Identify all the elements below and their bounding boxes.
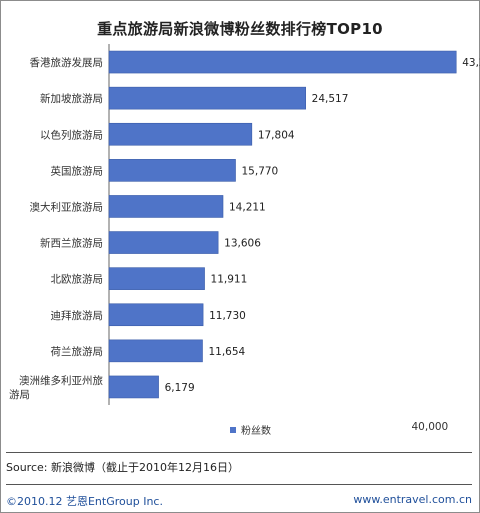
value-label: 24,517 — [312, 93, 349, 105]
bar — [108, 195, 224, 218]
category-label: 新加坡旅游局 — [40, 92, 103, 105]
category-label: 以色列旅游局 — [40, 128, 103, 141]
category-label: 迪拜旅游局 — [51, 309, 104, 322]
value-label: 17,804 — [258, 129, 295, 141]
bar — [108, 303, 204, 327]
bar — [108, 159, 236, 182]
value-label: 43,283 — [462, 57, 480, 69]
copyright: ©2010.12 艺恩EntGroup Inc. — [6, 495, 163, 508]
value-label: 11,654 — [208, 346, 245, 358]
bar — [108, 122, 253, 146]
value-label: 11,911 — [211, 274, 248, 286]
divider-top — [6, 452, 472, 453]
category-label: 游局 — [9, 388, 30, 401]
category-label: 澳洲维多利亚州旅 — [19, 374, 103, 387]
legend-label: 粉丝数 — [241, 426, 271, 437]
bar — [108, 375, 159, 399]
bar — [108, 339, 203, 363]
bar — [108, 50, 457, 74]
category-label: 新西兰旅游局 — [40, 237, 103, 250]
website-link[interactable]: www.entravel.com.cn — [353, 493, 472, 506]
value-label: 13,606 — [224, 238, 261, 250]
category-label: 北欧旅游局 — [51, 273, 104, 286]
bar — [108, 231, 219, 254]
category-label: 澳大利亚旅游局 — [30, 200, 104, 213]
bar — [108, 267, 205, 290]
value-label: 15,770 — [242, 165, 279, 177]
bar — [108, 86, 306, 110]
category-label: 英国旅游局 — [51, 164, 104, 177]
value-label: 14,211 — [229, 201, 266, 213]
legend-swatch — [230, 426, 236, 433]
value-label: 11,730 — [209, 310, 246, 322]
x-tick-label: 40,000 — [412, 421, 449, 433]
category-label: 香港旅游发展局 — [30, 56, 104, 69]
chart-title: 重点旅游局新浪微博粉丝数排行榜TOP10 — [97, 20, 383, 38]
divider-bottom — [6, 484, 472, 485]
category-label: 荷兰旅游局 — [51, 345, 104, 358]
legend: 粉丝数 — [230, 422, 271, 437]
value-label: 6,179 — [165, 382, 195, 394]
source-note: Source: 新浪微博（截止于2010年12月16日） — [6, 461, 239, 474]
